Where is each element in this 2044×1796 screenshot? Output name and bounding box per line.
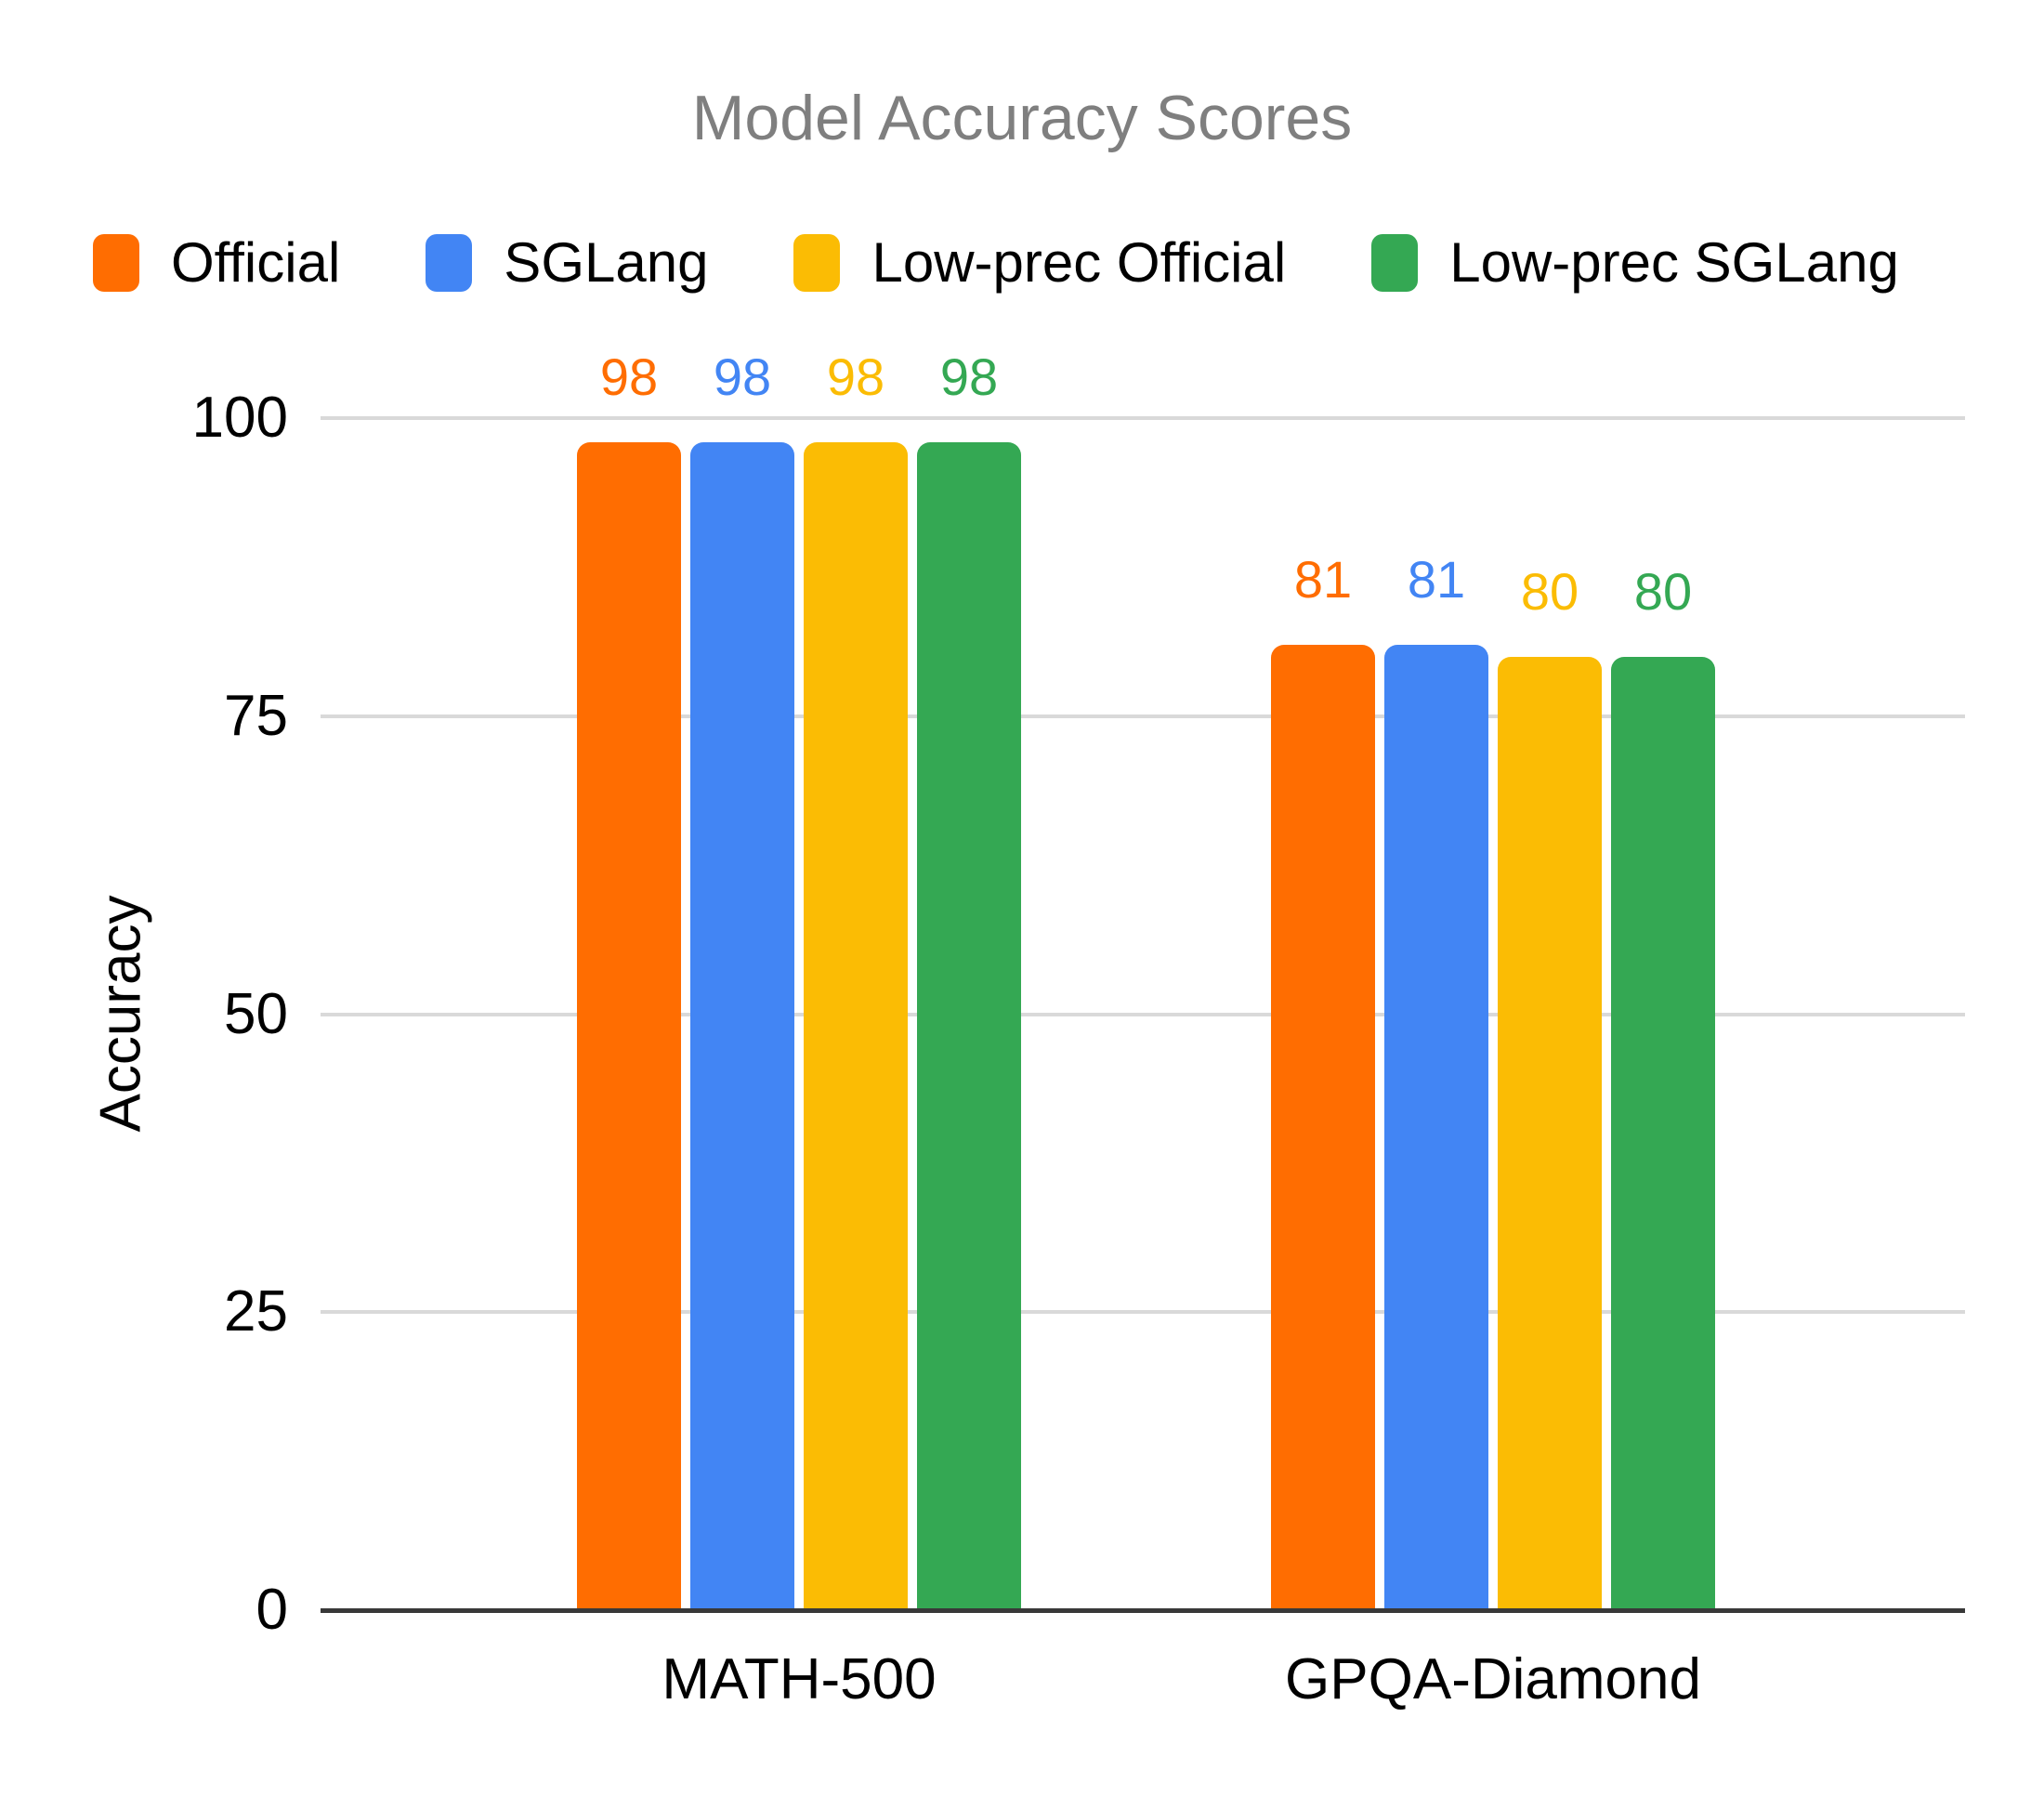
x-category-label-math-500: MATH-500 — [662, 1647, 937, 1711]
legend-label: Low-prec Official — [871, 231, 1287, 294]
bar-math-500-low-prec-sglang — [917, 441, 1021, 1610]
gridline-25 — [321, 1310, 1965, 1315]
x-axis-baseline — [321, 1608, 1965, 1613]
legend-item-low-prec-sglang: Low-prec SGLang — [1371, 230, 1899, 295]
y-tick-label-100: 100 — [191, 386, 288, 450]
bar-gpqa-diamond-sglang — [1384, 644, 1488, 1610]
bar-gpqa-diamond-official — [1271, 644, 1375, 1610]
gridline-100 — [321, 416, 1965, 420]
bar-math-500-low-prec-official — [804, 441, 908, 1610]
bar-math-500-official — [577, 441, 681, 1610]
legend-label: Official — [171, 231, 341, 294]
y-tick-label-75: 75 — [224, 683, 288, 748]
bar-value-label-gpqa-diamond-official: 81 — [1293, 549, 1353, 609]
x-category-label-gpqa-diamond: GPQA-Diamond — [1285, 1647, 1701, 1711]
bar-math-500-sglang — [690, 441, 794, 1610]
plot-area: 98 98 98 98 81 81 80 80 — [321, 350, 1965, 1613]
bar-value-label-math-500-low-prec-sglang: 98 — [939, 347, 999, 406]
legend: Official SGLang Low-prec Official Low-prec … — [93, 230, 1899, 295]
bar-value-label-math-500-official: 98 — [599, 347, 659, 406]
y-tick-label-50: 50 — [224, 981, 288, 1046]
bar-value-label-gpqa-diamond-low-prec-official: 80 — [1520, 561, 1579, 621]
legend-label: Low-prec SGLang — [1449, 231, 1899, 294]
bar-gpqa-diamond-low-prec-sglang — [1611, 656, 1715, 1610]
legend-label: SGLang — [504, 231, 709, 294]
gridline-50 — [321, 1012, 1965, 1016]
bar-value-label-gpqa-diamond-low-prec-sglang: 80 — [1633, 561, 1693, 621]
legend-swatch-icon — [93, 233, 139, 292]
legend-swatch-icon — [426, 233, 473, 292]
y-tick-label-25: 25 — [224, 1279, 288, 1344]
legend-swatch-icon — [793, 233, 841, 292]
legend-swatch-icon — [1371, 233, 1419, 292]
bar-value-label-math-500-low-prec-official: 98 — [826, 347, 885, 406]
y-tick-label-0: 0 — [256, 1578, 288, 1642]
legend-item-sglang: SGLang — [426, 230, 708, 295]
bar-gpqa-diamond-low-prec-official — [1498, 656, 1602, 1610]
chart-title: Model Accuracy Scores — [691, 83, 1353, 153]
legend-item-low-prec-official: Low-prec Official — [793, 230, 1286, 295]
bar-value-label-math-500-sglang: 98 — [713, 347, 772, 406]
bar-value-label-gpqa-diamond-sglang: 81 — [1407, 549, 1466, 609]
legend-item-official: Official — [93, 230, 340, 295]
gridline-75 — [321, 714, 1965, 718]
